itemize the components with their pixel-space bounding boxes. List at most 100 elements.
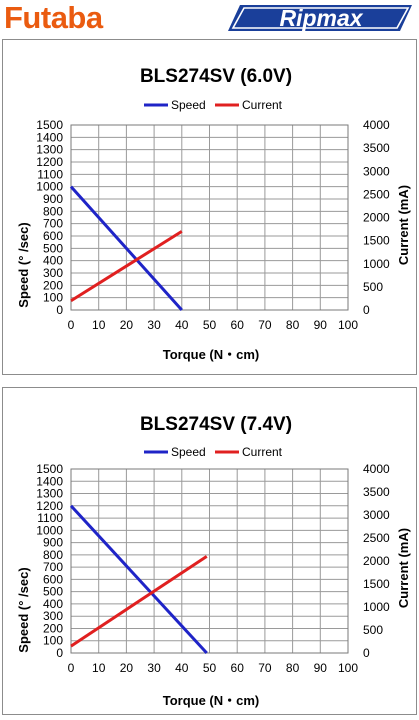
legend: Speed Current <box>144 98 283 112</box>
y-tick-label: 1000 <box>36 180 63 194</box>
chart-panel-6v: BLS274SV (6.0V) Speed Current 0 100 200 300… <box>2 39 417 375</box>
y2-axis-ticks: 0 500 1000 1500 2000 2500 3000 3500 4000 <box>363 462 390 660</box>
plot-border <box>70 124 349 311</box>
chart-panel-7v4: BLS274SV (7.4V) Speed Current 0 100 200 300… <box>2 387 417 715</box>
x-tick-label: 40 <box>175 318 189 332</box>
x-tick-label: 80 <box>286 318 300 332</box>
y-tick-label: 900 <box>43 536 63 550</box>
plot-area <box>69 185 183 312</box>
gridlines <box>70 124 349 311</box>
x-tick-label: 90 <box>314 661 328 675</box>
y2-tick-label: 1500 <box>363 577 390 591</box>
y2-tick-label: 4000 <box>363 118 390 132</box>
x-tick-label: 50 <box>203 661 217 675</box>
gridlines <box>70 468 349 654</box>
y-tick-label: 700 <box>43 560 63 574</box>
x-tick-label: 0 <box>68 318 75 332</box>
x-tick-label: 50 <box>203 318 217 332</box>
y-tick-label: 1100 <box>37 167 63 181</box>
y2-tick-label: 2000 <box>363 554 390 568</box>
series-line-speed <box>69 504 208 655</box>
x-tick-label: 40 <box>175 661 189 675</box>
y-tick-label: 900 <box>43 192 63 206</box>
plot-border <box>70 468 349 654</box>
y-tick-label: 100 <box>43 634 63 648</box>
plot-area <box>69 504 208 655</box>
y2-axis-ticks: 0 500 1000 1500 2000 2500 3000 3500 4000 <box>363 118 390 317</box>
x-axis-ticks: 0 10 20 30 40 50 60 70 80 90 100 <box>68 318 359 332</box>
x-tick-label: 60 <box>231 661 245 675</box>
x-tick-label: 60 <box>231 318 245 332</box>
y2-tick-label: 2500 <box>363 187 390 201</box>
x-tick-label: 0 <box>68 661 75 675</box>
series-line-current <box>70 555 208 648</box>
y-axis-ticks: 0100200300400500600700800900100011001200… <box>36 462 63 660</box>
chart-title: BLS274SV (6.0V) <box>140 66 292 87</box>
y2-tick-label: 1000 <box>363 600 390 614</box>
chart-7v4: BLS274SV (7.4V) Speed Current 0100200300… <box>16 414 411 708</box>
x-tick-label: 90 <box>314 318 328 332</box>
y-tick-label: 300 <box>43 609 63 623</box>
ripmax-logo: Ripmax <box>228 5 412 31</box>
legend-speed-label: Speed <box>171 98 206 112</box>
x-tick-label: 30 <box>147 318 161 332</box>
x-tick-label: 80 <box>286 661 300 675</box>
y-tick-label: 1300 <box>36 487 63 501</box>
x-tick-label: 70 <box>258 661 272 675</box>
chart-6v: BLS274SV (6.0V) Speed Current 0100200300… <box>16 66 411 362</box>
y-tick-label: 100 <box>43 291 63 305</box>
x-tick-label: 20 <box>120 661 134 675</box>
y2-tick-label: 0 <box>363 303 370 317</box>
y-tick-label: 0 <box>56 646 63 660</box>
x-axis-ticks: 0 10 20 30 40 50 60 70 80 90 100 <box>68 661 359 675</box>
y2-axis-label: Current (mA) <box>396 185 411 265</box>
y2-tick-label: 1000 <box>363 257 390 271</box>
y-tick-label: 0 <box>56 303 63 317</box>
x-tick-label: 70 <box>258 318 272 332</box>
ripmax-logo-text: Ripmax <box>279 5 363 31</box>
legend-current-label: Current <box>242 98 283 112</box>
y2-axis-label: Current (mA) <box>396 528 411 608</box>
y-tick-label: 500 <box>43 241 63 255</box>
legend-speed-label: Speed <box>171 445 206 459</box>
y2-tick-label: 2000 <box>363 211 390 225</box>
y-tick-label: 1400 <box>36 130 63 144</box>
y-tick-label: 1100 <box>37 511 63 525</box>
y-axis-ticks: 0100200300400500600700800900100011001200… <box>36 118 63 317</box>
x-tick-label: 30 <box>147 661 161 675</box>
legend-current-label: Current <box>242 445 283 459</box>
y2-tick-label: 0 <box>363 646 370 660</box>
y-tick-label: 700 <box>43 217 63 231</box>
chart-title: BLS274SV (7.4V) <box>140 414 292 435</box>
y2-tick-label: 2500 <box>363 531 390 545</box>
x-axis-label: Torque (N・cm) <box>163 347 260 362</box>
y-tick-label: 1200 <box>36 155 63 169</box>
y-tick-label: 500 <box>43 585 63 599</box>
y2-tick-label: 3500 <box>363 485 390 499</box>
y-tick-label: 1200 <box>36 499 63 513</box>
y-tick-label: 200 <box>43 278 63 292</box>
futaba-logo: Futaba <box>4 0 103 35</box>
x-tick-label: 10 <box>92 661 106 675</box>
legend: Speed Current <box>144 445 283 459</box>
y-tick-label: 1000 <box>36 523 63 537</box>
y-tick-label: 600 <box>43 229 63 243</box>
series-line-current <box>70 230 183 303</box>
y2-tick-label: 500 <box>363 280 383 294</box>
x-tick-label: 100 <box>338 661 358 675</box>
y-tick-label: 800 <box>43 548 63 562</box>
y2-tick-label: 3500 <box>363 141 390 155</box>
y-tick-label: 1300 <box>36 143 63 157</box>
y-tick-label: 400 <box>43 254 63 268</box>
y-tick-label: 600 <box>43 572 63 586</box>
y-tick-label: 1500 <box>36 118 63 132</box>
series-line-speed <box>69 185 183 312</box>
x-tick-label: 10 <box>92 318 106 332</box>
y-tick-label: 300 <box>43 266 63 280</box>
y2-tick-label: 1500 <box>363 234 390 248</box>
y2-tick-label: 4000 <box>363 462 390 476</box>
y-tick-label: 800 <box>43 204 63 218</box>
y2-tick-label: 3000 <box>363 164 390 178</box>
y-tick-label: 1500 <box>36 462 63 476</box>
x-tick-label: 20 <box>120 318 134 332</box>
